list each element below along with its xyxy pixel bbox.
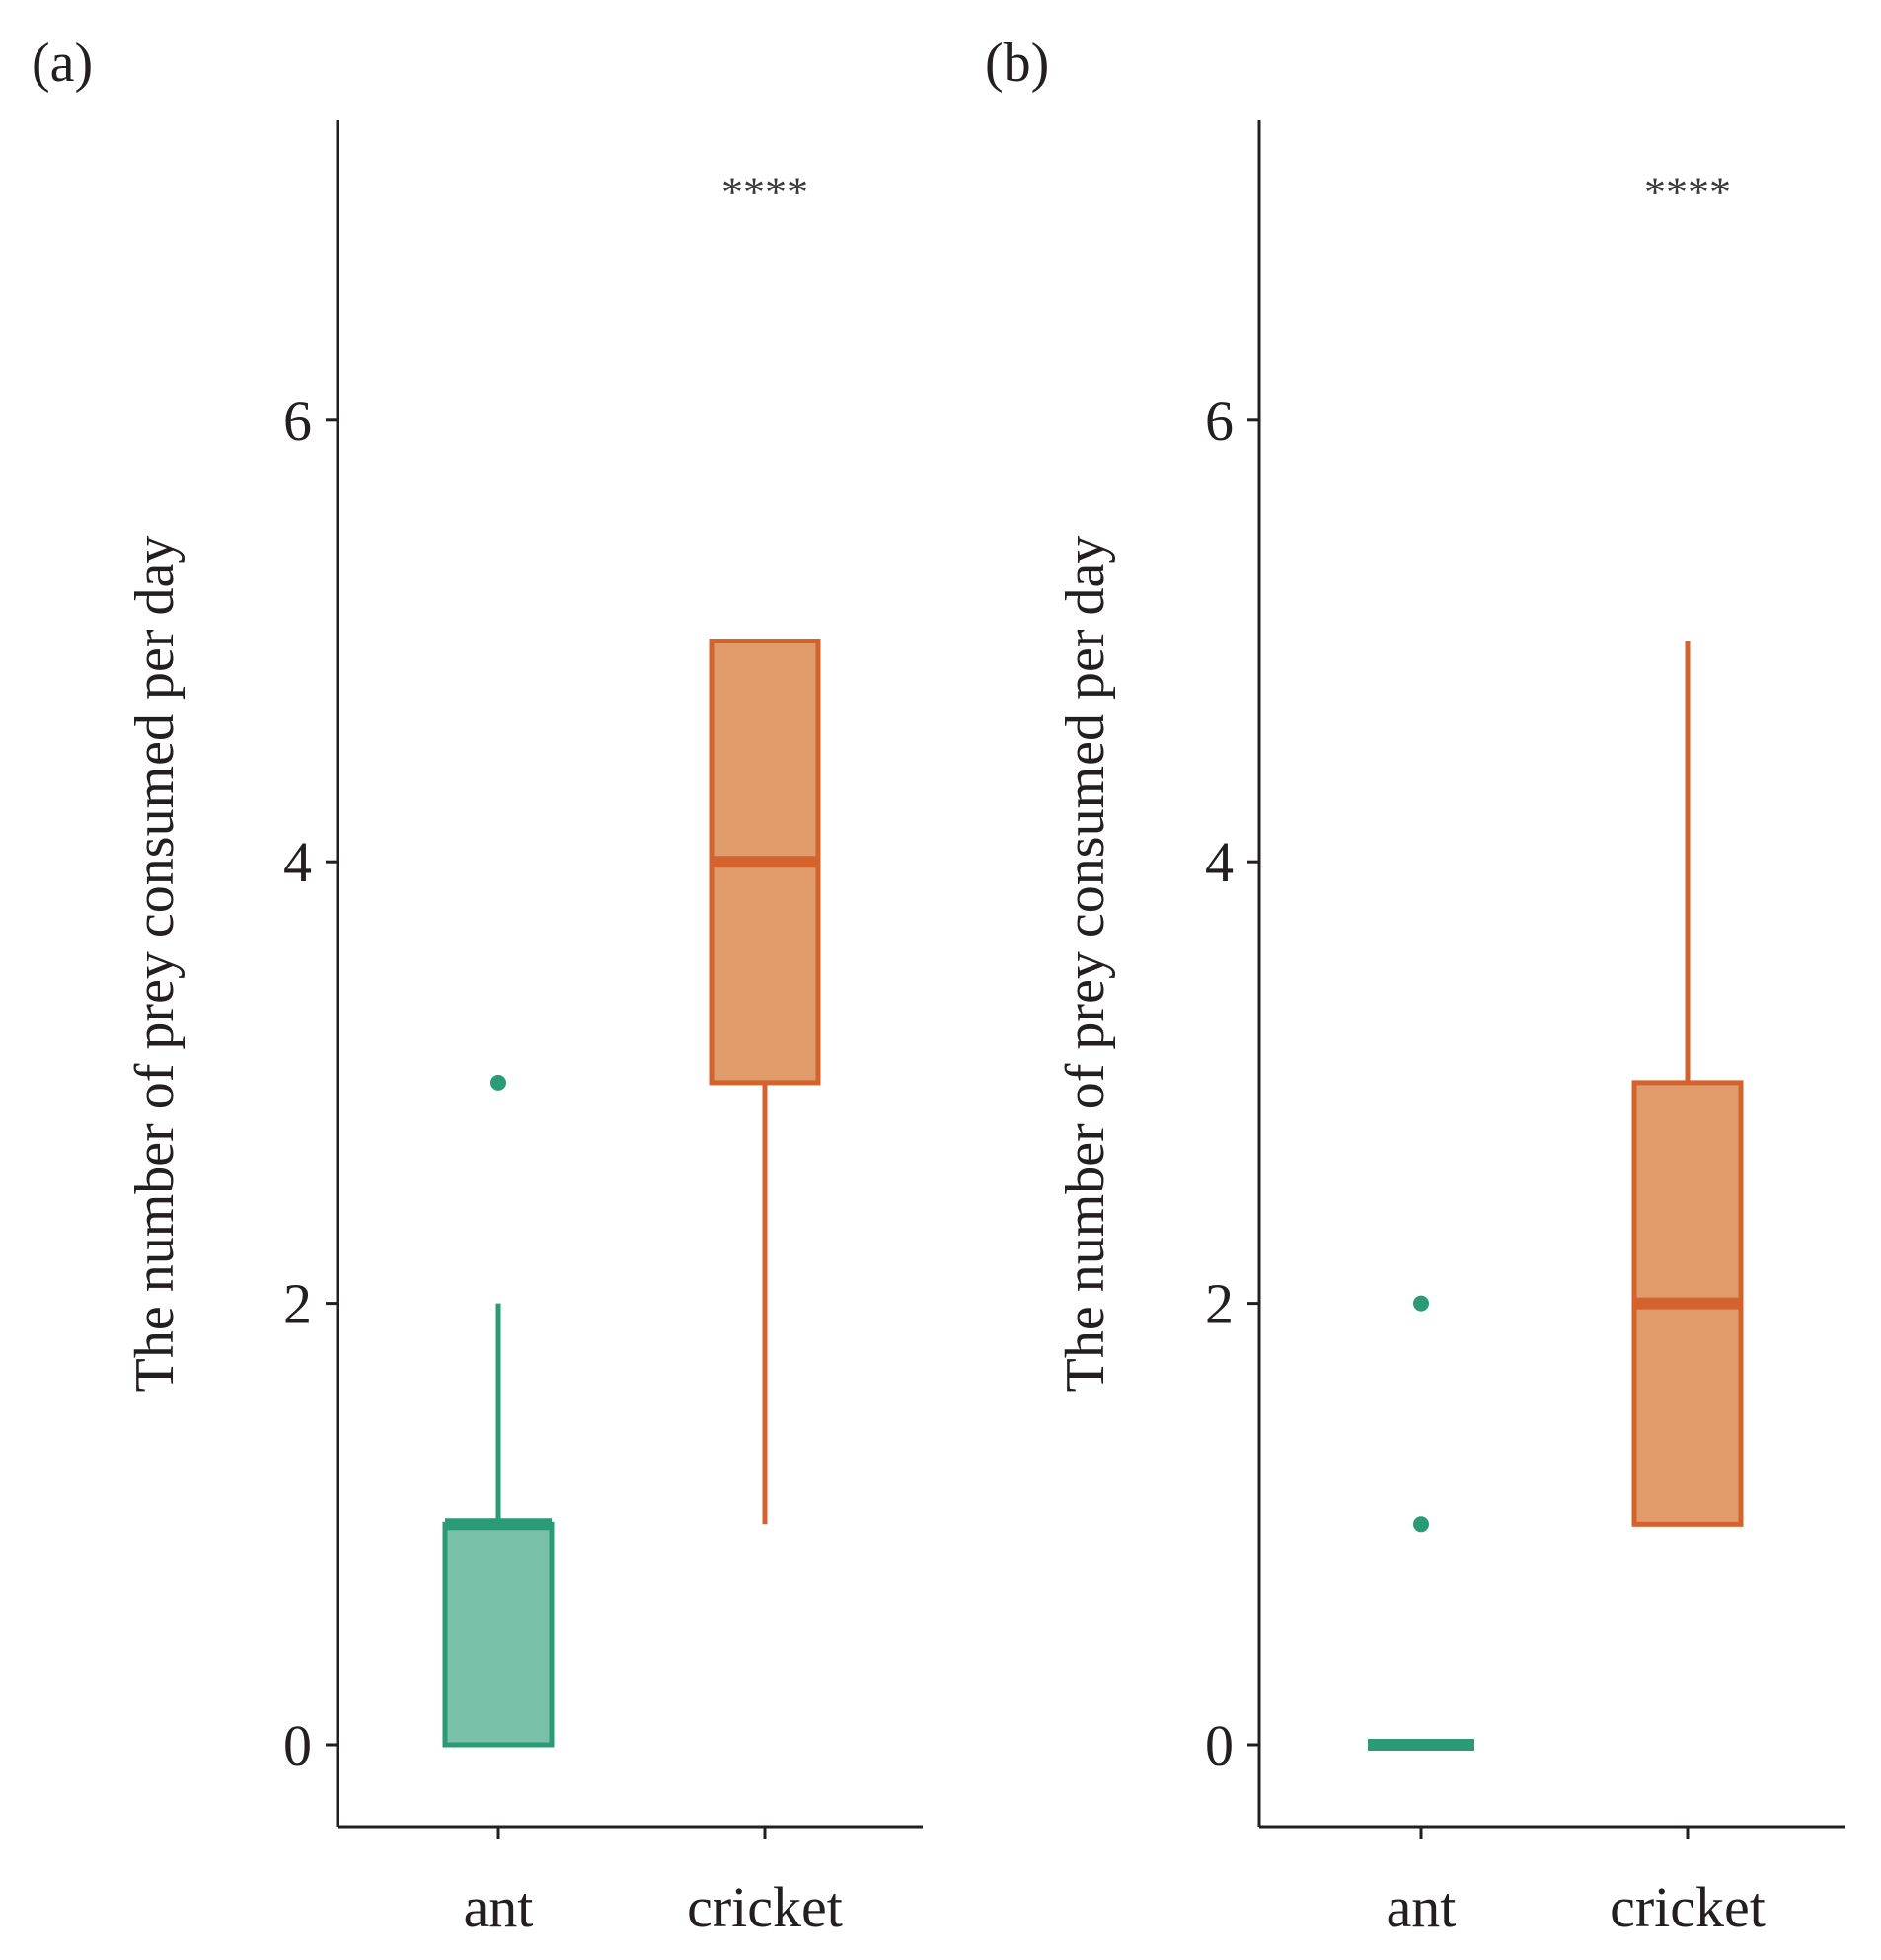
panel-label: (b) <box>985 33 1049 94</box>
y-axis-title: The number of prey consumed per day <box>124 536 186 1393</box>
y-axis-title: The number of prey consumed per day <box>1055 536 1116 1393</box>
x-tick-label-ant: ant <box>464 1875 534 1939</box>
x-tick-label-ant: ant <box>1387 1875 1457 1939</box>
y-tick-label: 6 <box>283 389 312 453</box>
y-tick-label: 6 <box>1205 389 1234 453</box>
y-tick-label: 4 <box>1205 830 1234 894</box>
panel-a: (a) The number of prey consumed per day 0 2… <box>32 33 923 1939</box>
y-tick-label: 4 <box>283 830 312 894</box>
y-tick-label: 2 <box>1205 1272 1234 1336</box>
outlier-ant <box>1413 1295 1429 1312</box>
y-tick-label: 0 <box>283 1713 312 1777</box>
outlier-ant <box>1413 1516 1429 1533</box>
y-tick-label: 2 <box>283 1272 312 1336</box>
y-tick-label: 0 <box>1205 1713 1234 1777</box>
significance-label: **** <box>1644 169 1731 217</box>
significance-label: **** <box>721 169 808 217</box>
box-ant <box>442 1521 555 1748</box>
x-tick-label-cricket: cricket <box>1610 1875 1766 1939</box>
panel-label: (a) <box>32 33 93 94</box>
panel-b: (b) The number of prey consumed per day 0 2… <box>985 33 1845 1939</box>
x-tick-label-cricket: cricket <box>687 1875 843 1939</box>
outlier-ant <box>490 1074 506 1091</box>
